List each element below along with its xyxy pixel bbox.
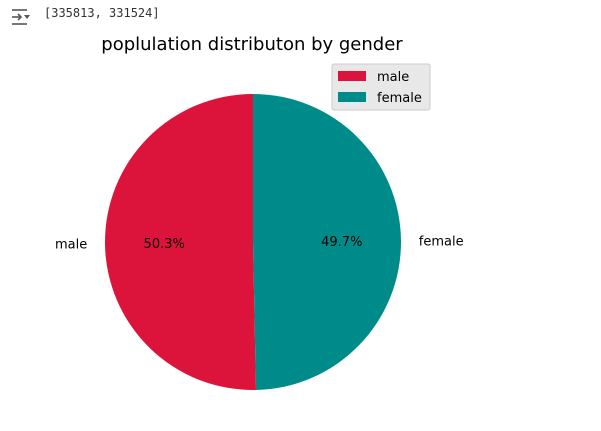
chart-title: poplulation distributon by gender (101, 34, 403, 55)
slice-label-female: female (419, 234, 464, 249)
slice-label-male: male (55, 238, 87, 253)
legend-swatch-female (338, 92, 366, 102)
legend-label-male: male (377, 70, 409, 85)
slice-percent-female: 49.7% (321, 235, 362, 250)
pie-slice-female (253, 94, 402, 390)
output-text: [335813, 331524] (44, 6, 160, 20)
output-toggle-icon[interactable] (10, 8, 32, 26)
pie-slice-male (105, 94, 256, 390)
chart-legend: male female (331, 63, 431, 111)
legend-label-female: female (377, 91, 422, 106)
slice-percent-male: 50.3% (144, 237, 185, 252)
legend-swatch-male (338, 71, 366, 81)
